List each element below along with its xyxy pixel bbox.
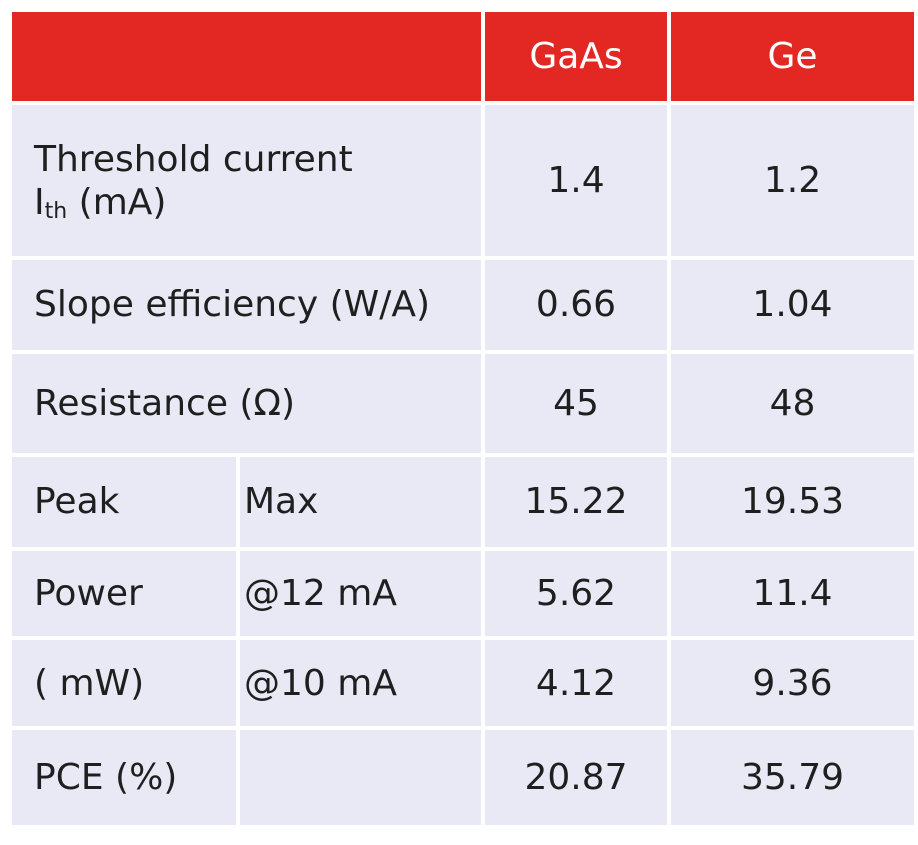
power-12-gaas: 5.62: [485, 550, 667, 637]
peak-max-ge: 19.53: [671, 457, 914, 547]
threshold-gaas: 1.4: [485, 105, 667, 257]
comparison-table: GaAs Ge Threshold current Ith (mA) 1.4 1…: [8, 8, 918, 829]
pce-gaas: 20.87: [485, 730, 667, 825]
row-power-12: Power @12 mA 5.62 11.4: [12, 550, 914, 637]
peak-max-gaas: 15.22: [485, 457, 667, 547]
resistance-gaas: 45: [485, 353, 667, 454]
header-empty-cell: [12, 12, 481, 102]
resistance-ge: 48: [671, 353, 914, 454]
row-pce: PCE (%) 20.87 35.79: [12, 730, 914, 825]
threshold-ge: 1.2: [671, 105, 914, 257]
row-peak-max: Peak Max 15.22 19.53: [12, 457, 914, 547]
resistance-label: Resistance (Ω): [12, 353, 481, 454]
peak-label: Peak: [12, 457, 236, 547]
at-12ma-label: @12 mA: [240, 550, 481, 637]
header-gaas: GaAs: [485, 12, 667, 102]
threshold-label: Threshold current Ith (mA): [12, 105, 481, 257]
threshold-symbol: I: [34, 181, 45, 223]
row-resistance: Resistance (Ω) 45 48: [12, 353, 914, 454]
power-12-ge: 11.4: [671, 550, 914, 637]
power-label: Power: [12, 550, 236, 637]
slope-label: Slope efficiency (W/A): [12, 260, 481, 350]
pce-label: PCE (%): [12, 730, 236, 825]
at-10ma-label: @10 mA: [240, 640, 481, 727]
row-power-10: ( mW) @10 mA 4.12 9.36: [12, 640, 914, 727]
row-slope: Slope efficiency (W/A) 0.66 1.04: [12, 260, 914, 350]
power-10-gaas: 4.12: [485, 640, 667, 727]
row-threshold: Threshold current Ith (mA) 1.4 1.2: [12, 105, 914, 257]
pce-empty-cell: [240, 730, 481, 825]
slope-gaas: 0.66: [485, 260, 667, 350]
threshold-subscript: th: [44, 198, 68, 224]
power-10-ge: 9.36: [671, 640, 914, 727]
mw-unit-label: ( mW): [12, 640, 236, 727]
threshold-line1: Threshold current: [34, 138, 353, 180]
threshold-unit: (mA): [67, 181, 167, 223]
header-ge: Ge: [671, 12, 914, 102]
slope-ge: 1.04: [671, 260, 914, 350]
header-row: GaAs Ge: [12, 12, 914, 102]
threshold-line2: Ith (mA): [34, 181, 481, 224]
pce-ge: 35.79: [671, 730, 914, 825]
max-label: Max: [240, 457, 481, 547]
